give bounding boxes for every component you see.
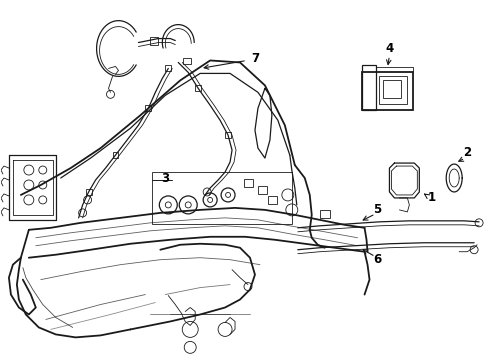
Text: 6: 6 [373, 253, 382, 266]
Bar [362, 72, 414, 110]
Bar [379, 76, 407, 104]
Bar [225, 132, 231, 138]
Text: 7: 7 [251, 52, 259, 65]
Text: 4: 4 [385, 42, 393, 55]
Text: 3: 3 [161, 171, 170, 185]
Bar [244, 179, 253, 187]
Text: 2: 2 [463, 145, 471, 159]
Bar [319, 210, 330, 218]
Text: 1: 1 [427, 192, 435, 204]
Bar [113, 152, 119, 158]
Bar [150, 37, 158, 45]
Bar [146, 105, 151, 111]
Bar [195, 85, 201, 91]
Bar [152, 172, 292, 224]
Bar [362, 66, 376, 110]
Bar [268, 196, 277, 204]
Text: 5: 5 [373, 203, 382, 216]
Bar [384, 80, 401, 98]
Bar [165, 66, 172, 71]
Bar [86, 189, 92, 195]
Bar [258, 186, 267, 194]
Bar [183, 58, 191, 64]
